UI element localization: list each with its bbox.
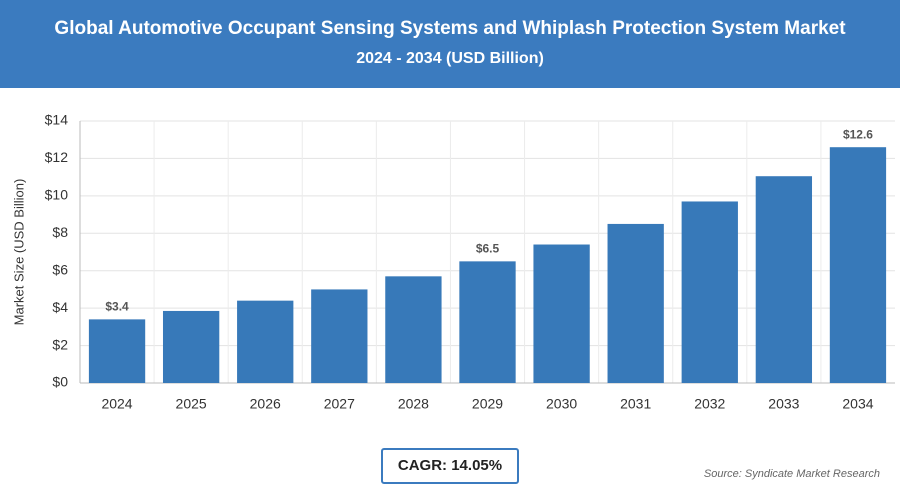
y-tick-label: $14: [45, 112, 69, 128]
chart-title: Global Automotive Occupant Sensing Syste…: [54, 18, 846, 39]
y-tick-label: $12: [45, 149, 69, 165]
y-tick-label: $2: [52, 336, 68, 352]
y-tick-label: $0: [52, 374, 68, 390]
y-tick-label: $8: [52, 224, 68, 240]
bar: [162, 310, 220, 383]
bar: [829, 147, 887, 383]
bar: [533, 244, 590, 383]
bar: [311, 289, 368, 383]
x-tick-label: 2033: [768, 396, 799, 412]
value-label: $3.4: [105, 300, 129, 314]
y-tick-label: $4: [52, 299, 68, 315]
bar: [237, 300, 294, 383]
value-label: $6.5: [476, 242, 500, 256]
x-tick-label: 2031: [620, 396, 651, 412]
x-tick-label: 2032: [694, 396, 725, 412]
x-tick-label: 2026: [250, 396, 281, 412]
chart-subtitle: 2024 - 2034 (USD Billion): [356, 50, 544, 67]
bar: [755, 176, 813, 383]
source: Source: Syndicate Market Research: [703, 468, 880, 480]
x-tick-label: 2024: [101, 396, 132, 412]
x-tick-label: 2030: [546, 396, 577, 412]
header: Global Automotive Occupant Sensing Syste…: [0, 0, 900, 88]
x-tick-label: 2029: [472, 396, 503, 412]
value-label: $12.6: [843, 127, 873, 141]
x-tick-label: 2028: [398, 396, 429, 412]
y-tick-label: $10: [45, 187, 69, 203]
bar: [607, 223, 664, 383]
x-tick-label: 2025: [176, 396, 207, 412]
x-tick-label: 2034: [842, 396, 873, 412]
x-tick-label: 2027: [324, 396, 355, 412]
bar: [385, 276, 442, 383]
bar: [681, 201, 738, 383]
bar: [88, 319, 146, 383]
cagr-box: CAGR: 14.05%: [381, 448, 519, 484]
bar: [459, 261, 516, 383]
y-tick-label: $6: [52, 261, 68, 277]
y-axis-label: Market Size (USD Billion): [11, 179, 26, 326]
